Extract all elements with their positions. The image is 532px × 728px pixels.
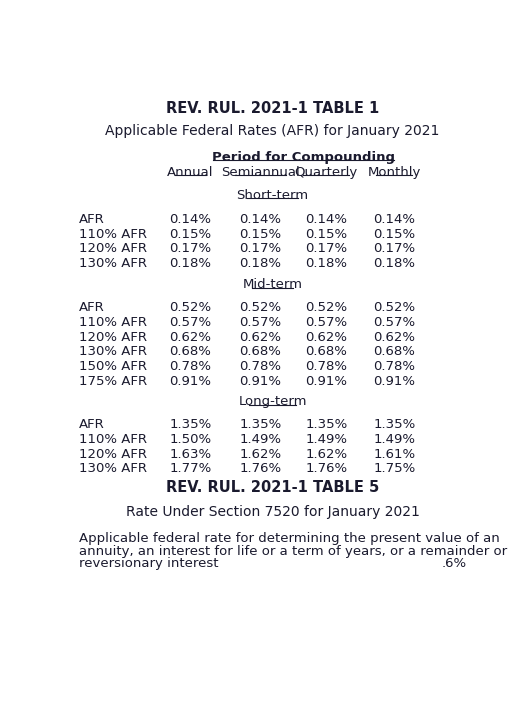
Text: 1.49%: 1.49% — [373, 433, 415, 446]
Text: 0.14%: 0.14% — [373, 213, 415, 226]
Text: 120% AFR: 120% AFR — [79, 331, 147, 344]
Text: 1.62%: 1.62% — [305, 448, 347, 461]
Text: Applicable Federal Rates (AFR) for January 2021: Applicable Federal Rates (AFR) for Janua… — [105, 124, 440, 138]
Text: 0.62%: 0.62% — [239, 331, 281, 344]
Text: AFR: AFR — [79, 419, 105, 432]
Text: 0.78%: 0.78% — [169, 360, 211, 373]
Text: 0.52%: 0.52% — [305, 301, 347, 314]
Text: 1.76%: 1.76% — [305, 462, 347, 475]
Text: Short-term: Short-term — [237, 189, 309, 202]
Text: Monthly: Monthly — [368, 166, 421, 179]
Text: 0.15%: 0.15% — [239, 227, 281, 240]
Text: 1.35%: 1.35% — [169, 419, 211, 432]
Text: AFR: AFR — [79, 301, 105, 314]
Text: 0.18%: 0.18% — [305, 257, 347, 270]
Text: 110% AFR: 110% AFR — [79, 227, 147, 240]
Text: annuity, an interest for life or a term of years, or a remainder or: annuity, an interest for life or a term … — [79, 545, 507, 558]
Text: 0.68%: 0.68% — [239, 345, 281, 358]
Text: 0.17%: 0.17% — [305, 242, 347, 255]
Text: 1.50%: 1.50% — [169, 433, 211, 446]
Text: 1.62%: 1.62% — [239, 448, 281, 461]
Text: 0.91%: 0.91% — [239, 375, 281, 387]
Text: 130% AFR: 130% AFR — [79, 257, 147, 270]
Text: 130% AFR: 130% AFR — [79, 462, 147, 475]
Text: 0.17%: 0.17% — [239, 242, 281, 255]
Text: 1.49%: 1.49% — [239, 433, 281, 446]
Text: 0.14%: 0.14% — [305, 213, 347, 226]
Text: 0.68%: 0.68% — [305, 345, 347, 358]
Text: 0.18%: 0.18% — [239, 257, 281, 270]
Text: 110% AFR: 110% AFR — [79, 316, 147, 329]
Text: 0.91%: 0.91% — [169, 375, 211, 387]
Text: Period for Compounding: Period for Compounding — [212, 151, 395, 164]
Text: Annual: Annual — [167, 166, 213, 179]
Text: 0.91%: 0.91% — [305, 375, 347, 387]
Text: 1.61%: 1.61% — [373, 448, 415, 461]
Text: 1.63%: 1.63% — [169, 448, 211, 461]
Text: .6%: .6% — [442, 557, 467, 570]
Text: 0.78%: 0.78% — [373, 360, 415, 373]
Text: 1.35%: 1.35% — [373, 419, 415, 432]
Text: 0.78%: 0.78% — [305, 360, 347, 373]
Text: 120% AFR: 120% AFR — [79, 242, 147, 255]
Text: Rate Under Section 7520 for January 2021: Rate Under Section 7520 for January 2021 — [126, 505, 420, 518]
Text: 1.76%: 1.76% — [239, 462, 281, 475]
Text: 0.18%: 0.18% — [169, 257, 211, 270]
Text: 1.75%: 1.75% — [373, 462, 415, 475]
Text: 0.57%: 0.57% — [373, 316, 415, 329]
Text: 0.15%: 0.15% — [373, 227, 415, 240]
Text: 0.18%: 0.18% — [373, 257, 415, 270]
Text: 0.57%: 0.57% — [169, 316, 211, 329]
Text: 0.52%: 0.52% — [373, 301, 415, 314]
Text: 0.68%: 0.68% — [169, 345, 211, 358]
Text: 1.49%: 1.49% — [305, 433, 347, 446]
Text: AFR: AFR — [79, 213, 105, 226]
Text: 0.52%: 0.52% — [169, 301, 211, 314]
Text: Semiannual: Semiannual — [221, 166, 300, 179]
Text: 0.52%: 0.52% — [239, 301, 281, 314]
Text: Quarterly: Quarterly — [295, 166, 358, 179]
Text: 0.57%: 0.57% — [305, 316, 347, 329]
Text: reversionary interest: reversionary interest — [79, 557, 218, 570]
Text: 0.15%: 0.15% — [169, 227, 211, 240]
Text: 0.62%: 0.62% — [169, 331, 211, 344]
Text: 0.68%: 0.68% — [373, 345, 415, 358]
Text: 0.62%: 0.62% — [373, 331, 415, 344]
Text: 0.78%: 0.78% — [239, 360, 281, 373]
Text: 175% AFR: 175% AFR — [79, 375, 147, 387]
Text: 1.35%: 1.35% — [239, 419, 281, 432]
Text: Applicable federal rate for determining the present value of an: Applicable federal rate for determining … — [79, 532, 500, 545]
Text: 0.17%: 0.17% — [373, 242, 415, 255]
Text: 110% AFR: 110% AFR — [79, 433, 147, 446]
Text: Mid-term: Mid-term — [243, 278, 303, 291]
Text: 0.57%: 0.57% — [239, 316, 281, 329]
Text: 0.62%: 0.62% — [305, 331, 347, 344]
Text: 120% AFR: 120% AFR — [79, 448, 147, 461]
Text: 1.77%: 1.77% — [169, 462, 211, 475]
Text: 0.14%: 0.14% — [239, 213, 281, 226]
Text: REV. RUL. 2021-1 TABLE 1: REV. RUL. 2021-1 TABLE 1 — [166, 101, 379, 116]
Text: 0.14%: 0.14% — [169, 213, 211, 226]
Text: 1.35%: 1.35% — [305, 419, 347, 432]
Text: 130% AFR: 130% AFR — [79, 345, 147, 358]
Text: Long-term: Long-term — [238, 395, 307, 408]
Text: 0.15%: 0.15% — [305, 227, 347, 240]
Text: 0.91%: 0.91% — [373, 375, 415, 387]
Text: 0.17%: 0.17% — [169, 242, 211, 255]
Text: 150% AFR: 150% AFR — [79, 360, 147, 373]
Text: REV. RUL. 2021-1 TABLE 5: REV. RUL. 2021-1 TABLE 5 — [166, 480, 379, 495]
